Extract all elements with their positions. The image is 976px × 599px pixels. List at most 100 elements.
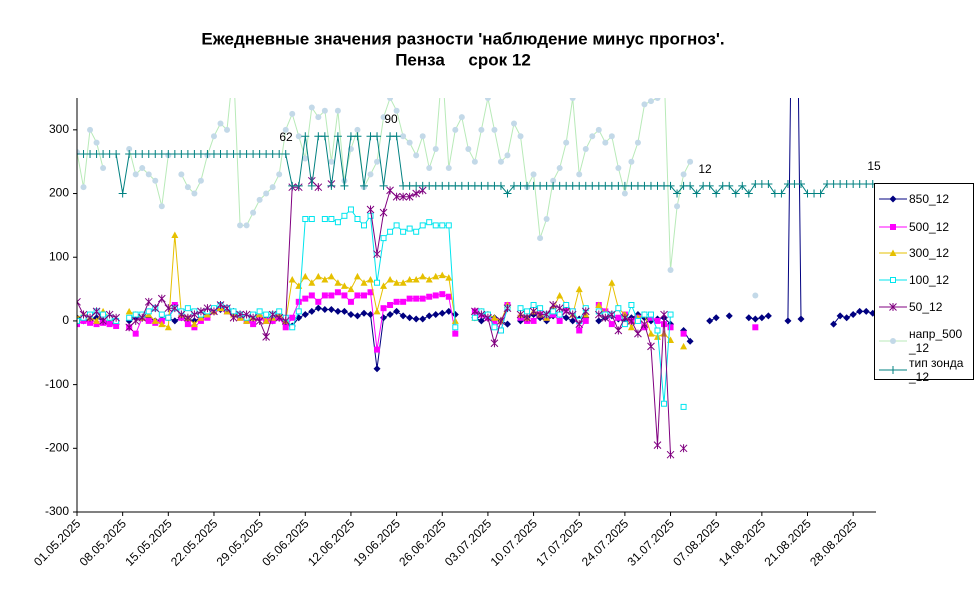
point xyxy=(341,177,348,184)
point xyxy=(836,312,844,320)
point xyxy=(426,165,433,172)
point xyxy=(314,183,323,192)
point xyxy=(419,295,426,302)
point xyxy=(751,315,759,323)
point xyxy=(289,324,296,331)
point xyxy=(341,212,348,219)
point xyxy=(132,171,139,178)
point xyxy=(393,307,401,315)
x-tick-label: 07.08.2025 xyxy=(670,516,723,569)
point xyxy=(334,279,342,286)
point xyxy=(542,310,551,319)
point xyxy=(353,272,361,280)
point xyxy=(308,307,316,315)
point xyxy=(621,321,628,328)
point xyxy=(138,313,147,322)
point xyxy=(412,315,420,323)
point xyxy=(243,222,250,229)
point xyxy=(477,310,486,319)
point xyxy=(576,327,583,334)
chart-subtitle: Пенза срок 12 xyxy=(395,50,531,69)
point xyxy=(80,317,87,324)
point xyxy=(380,114,387,121)
point xyxy=(171,317,179,325)
point xyxy=(191,324,198,331)
point xyxy=(347,285,355,293)
point xyxy=(563,139,570,146)
point xyxy=(516,310,525,319)
point xyxy=(608,321,615,328)
x-tick-label: 12.06.2025 xyxy=(305,516,358,569)
point xyxy=(634,317,641,324)
point xyxy=(217,120,224,127)
point xyxy=(673,189,682,198)
point xyxy=(680,403,687,410)
point xyxy=(496,181,505,190)
legend: 850_12 500_12 300_12 100_12 50_12 напр_500_12… xyxy=(874,183,974,384)
point xyxy=(686,337,694,345)
point xyxy=(862,307,870,315)
point xyxy=(452,126,459,133)
point xyxy=(366,205,375,214)
point xyxy=(314,304,322,312)
point xyxy=(413,228,420,235)
point xyxy=(184,305,191,312)
point xyxy=(321,216,328,223)
x-tick-label: 03.07.2025 xyxy=(442,516,495,569)
point xyxy=(405,192,414,201)
point xyxy=(105,310,114,319)
point xyxy=(667,311,674,318)
y-tick-label: -100 xyxy=(45,377,69,391)
point xyxy=(354,292,361,299)
point xyxy=(777,189,786,198)
point xyxy=(497,316,505,325)
point xyxy=(380,282,388,289)
point xyxy=(204,314,211,321)
point xyxy=(432,222,439,229)
point xyxy=(667,324,674,331)
point xyxy=(177,310,186,319)
point xyxy=(490,314,498,321)
point xyxy=(112,150,121,159)
point xyxy=(641,101,648,108)
point xyxy=(327,181,336,190)
point xyxy=(653,333,661,340)
point xyxy=(667,266,674,273)
point xyxy=(784,317,792,325)
point xyxy=(131,316,140,325)
point xyxy=(575,320,584,329)
point xyxy=(536,310,544,319)
point xyxy=(255,316,264,325)
x-tick-label: 01.05.2025 xyxy=(31,516,84,569)
point xyxy=(796,179,805,188)
point xyxy=(230,308,237,315)
point xyxy=(379,208,388,217)
point xyxy=(242,310,251,319)
point xyxy=(686,181,695,190)
point xyxy=(451,317,459,324)
point xyxy=(594,310,603,319)
point xyxy=(100,165,107,172)
point xyxy=(731,189,740,198)
point xyxy=(87,319,94,326)
annotation: 15 xyxy=(867,159,881,173)
point xyxy=(269,184,276,191)
point xyxy=(77,317,80,324)
point xyxy=(367,171,374,178)
x-tick-label: 31.07.2025 xyxy=(625,516,678,569)
point xyxy=(106,321,113,328)
point xyxy=(295,298,302,305)
point xyxy=(537,235,544,242)
point xyxy=(614,326,623,335)
point xyxy=(126,145,133,152)
point xyxy=(419,222,426,229)
point xyxy=(380,314,388,322)
point xyxy=(197,177,204,184)
legend-marker xyxy=(879,224,907,230)
legend-marker xyxy=(879,338,907,344)
point xyxy=(87,126,94,133)
point xyxy=(445,165,452,172)
point xyxy=(113,323,120,330)
point xyxy=(224,126,231,133)
point xyxy=(406,225,413,232)
